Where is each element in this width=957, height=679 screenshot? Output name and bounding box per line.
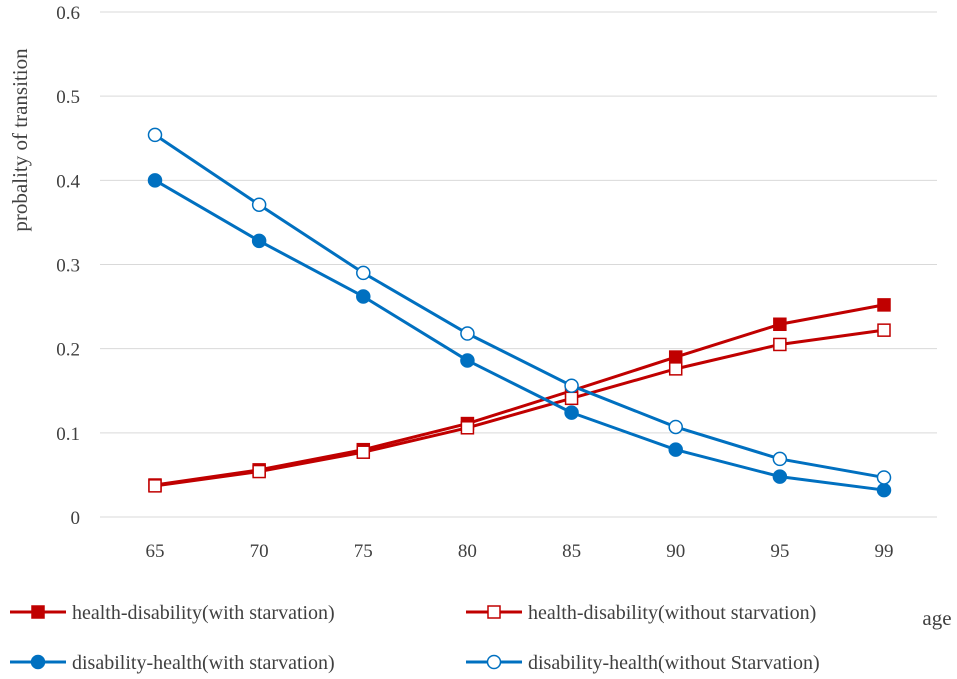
data-point bbox=[564, 378, 579, 393]
x-tick-label: 95 bbox=[770, 541, 789, 562]
x-tick-label: 99 bbox=[875, 541, 894, 562]
legend-item: health-disability(without starvation) bbox=[466, 602, 816, 624]
y-tick-label: 0.4 bbox=[56, 171, 80, 192]
data-point bbox=[772, 469, 788, 484]
data-point bbox=[668, 419, 683, 435]
data-point bbox=[876, 470, 892, 485]
data-point bbox=[772, 451, 788, 467]
x-tick-label: 85 bbox=[562, 541, 581, 562]
y-tick-label: 0 bbox=[71, 508, 81, 529]
x-tick-label: 75 bbox=[354, 541, 373, 562]
x-tick-label: 90 bbox=[666, 541, 685, 562]
legend-label: disability-health(with starvation) bbox=[72, 652, 335, 674]
data-point bbox=[356, 289, 371, 304]
data-point bbox=[460, 421, 475, 435]
y-tick-label: 0.3 bbox=[56, 256, 80, 277]
data-point bbox=[668, 350, 683, 364]
data-point bbox=[564, 391, 579, 406]
legend-label: health-disability(without starvation) bbox=[528, 602, 816, 624]
data-point bbox=[356, 445, 371, 459]
data-point bbox=[773, 337, 787, 352]
x-axis-label: age bbox=[922, 606, 951, 630]
y-tick-label: 0.6 bbox=[56, 3, 80, 24]
series-line bbox=[154, 328, 885, 488]
legend-label: disability-health(without Starvation) bbox=[528, 652, 820, 674]
data-point bbox=[147, 127, 163, 143]
series-line bbox=[154, 303, 885, 487]
legend-item: disability-health(without Starvation) bbox=[466, 652, 820, 674]
y-axis-label: probality of transition bbox=[8, 48, 32, 232]
x-axis-ticks: 65 70 75 80 85 90 95 99 bbox=[146, 541, 894, 562]
legend-marker bbox=[487, 605, 501, 619]
legend-marker bbox=[30, 654, 46, 670]
series-lines bbox=[147, 127, 892, 498]
y-tick-label: 0.1 bbox=[56, 424, 80, 445]
series-line bbox=[154, 179, 885, 492]
data-point bbox=[148, 479, 162, 493]
legend-marker bbox=[486, 654, 502, 670]
legend-label: health-disability(with starvation) bbox=[72, 602, 335, 624]
series-2 bbox=[148, 323, 891, 493]
data-point bbox=[460, 353, 475, 368]
legend-marker bbox=[31, 605, 45, 619]
data-point bbox=[876, 482, 892, 498]
series-line bbox=[154, 133, 885, 479]
legend: health-disability(with starvation) health… bbox=[10, 602, 820, 674]
data-point bbox=[877, 323, 891, 337]
series-4 bbox=[147, 127, 892, 485]
y-tick-label: 0.5 bbox=[56, 87, 80, 108]
data-point bbox=[564, 405, 579, 420]
y-tick-label: 0.2 bbox=[56, 340, 80, 361]
data-point bbox=[147, 173, 163, 188]
data-point bbox=[460, 326, 475, 341]
x-tick-label: 70 bbox=[250, 541, 269, 562]
data-point bbox=[668, 442, 683, 457]
data-point bbox=[877, 298, 891, 312]
legend-item: health-disability(with starvation) bbox=[10, 602, 335, 624]
gridlines bbox=[100, 11, 937, 518]
data-point bbox=[773, 317, 787, 332]
series-3 bbox=[147, 173, 892, 498]
data-point bbox=[668, 362, 683, 376]
y-axis-ticks: 0 0.1 0.2 0.3 0.4 0.5 0.6 bbox=[56, 3, 80, 529]
x-tick-label: 80 bbox=[458, 541, 477, 562]
data-point bbox=[252, 464, 266, 479]
data-point bbox=[251, 233, 267, 249]
legend-item: disability-health(with starvation) bbox=[10, 652, 335, 674]
data-point bbox=[251, 197, 267, 212]
x-tick-label: 65 bbox=[146, 541, 165, 562]
data-point bbox=[356, 265, 371, 281]
